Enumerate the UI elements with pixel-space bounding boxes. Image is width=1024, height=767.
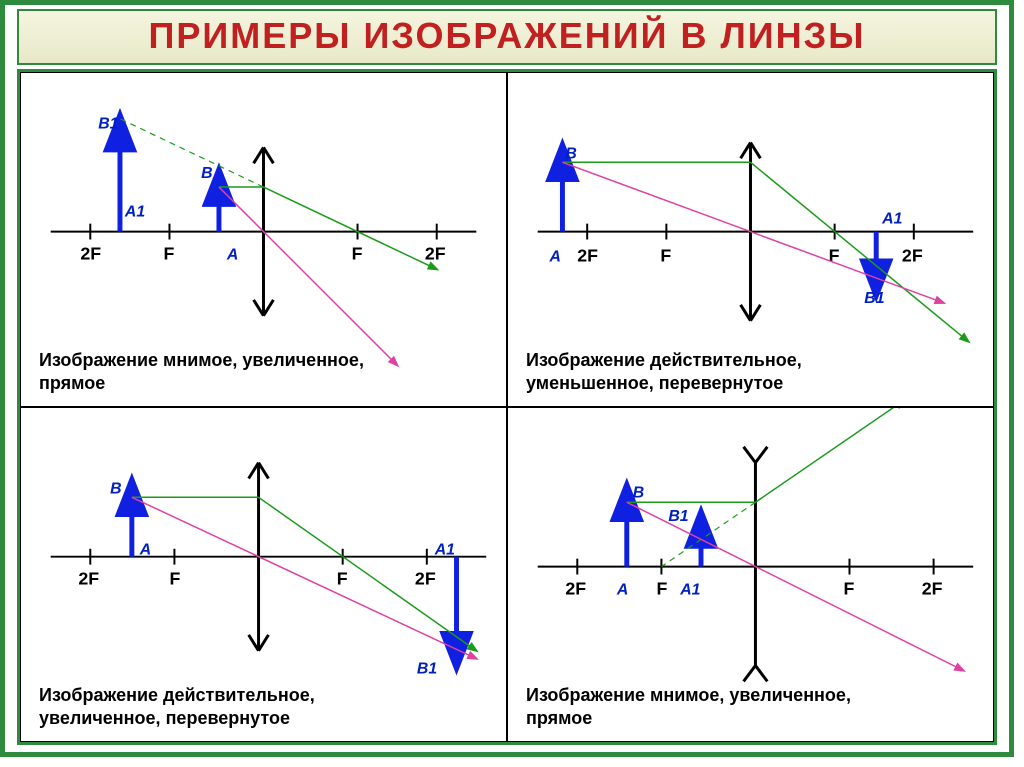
svg-text:F: F xyxy=(660,245,671,265)
svg-text:A1: A1 xyxy=(679,581,700,598)
axis-label: 2F xyxy=(425,243,446,263)
caption-br: Изображение мнимое, увеличенное, прямое xyxy=(526,684,851,729)
axis-label: 2F xyxy=(80,243,101,263)
svg-text:2F: 2F xyxy=(577,245,598,265)
caption-tr: Изображение действительное, уменьшенное,… xyxy=(526,349,802,394)
title-box: ПРИМЕРЫ ИЗОБРАЖЕНИЙ В ЛИНЗЫ xyxy=(17,9,997,65)
axis-label: F xyxy=(164,243,175,263)
svg-text:F: F xyxy=(337,568,348,588)
svg-text:2F: 2F xyxy=(415,568,436,588)
panel-br: 2F F F 2F A B A1 B1 xyxy=(507,407,994,742)
caption-tl: Изображение мнимое, увеличенное, прямое xyxy=(39,349,364,394)
svg-text:2F: 2F xyxy=(565,578,586,598)
svg-text:B1: B1 xyxy=(417,660,437,677)
svg-text:A1: A1 xyxy=(434,542,455,559)
caption-bl: Изображение действительное, увеличенное,… xyxy=(39,684,315,729)
svg-text:A: A xyxy=(616,581,628,598)
label-B: B xyxy=(201,165,212,182)
ray-green-dash xyxy=(120,119,264,187)
svg-text:A: A xyxy=(139,542,151,559)
svg-text:B: B xyxy=(110,480,121,497)
panel-bl: 2F F F 2F A B A1 B1 xyxy=(20,407,507,742)
svg-text:F: F xyxy=(656,578,667,598)
svg-text:2F: 2F xyxy=(922,578,943,598)
axis-label: F xyxy=(352,243,363,263)
outer-frame: ПРИМЕРЫ ИЗОБРАЖЕНИЙ В ЛИНЗЫ xyxy=(0,0,1014,757)
label-A: A xyxy=(226,246,238,263)
svg-text:B1: B1 xyxy=(668,508,688,525)
label-A1: A1 xyxy=(124,204,145,221)
svg-text:B: B xyxy=(565,145,576,162)
svg-text:A: A xyxy=(549,248,561,265)
svg-text:2F: 2F xyxy=(902,245,923,265)
svg-text:A1: A1 xyxy=(881,211,902,228)
page-title: ПРИМЕРЫ ИЗОБРАЖЕНИЙ В ЛИНЗЫ xyxy=(19,15,995,57)
panel-tl: 2F F F 2F A B A1 B1 xyxy=(20,72,507,407)
svg-text:2F: 2F xyxy=(78,568,99,588)
svg-text:B1: B1 xyxy=(864,290,884,307)
svg-text:F: F xyxy=(169,568,180,588)
ray-pink xyxy=(219,187,397,365)
svg-text:F: F xyxy=(844,578,855,598)
panel-tr: 2F F F 2F A B A1 B1 xyxy=(507,72,994,407)
label-B1: B1 xyxy=(98,116,118,133)
svg-text:B: B xyxy=(633,484,644,501)
panel-grid: 2F F F 2F A B A1 B1 xyxy=(17,69,997,745)
